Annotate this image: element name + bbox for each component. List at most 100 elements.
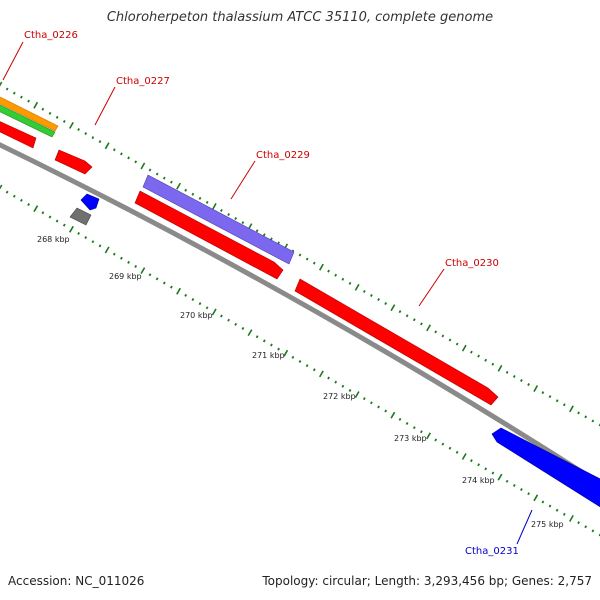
inner-ticks-tick bbox=[140, 267, 146, 275]
outer-ticks-tick bbox=[398, 310, 402, 314]
inner-ticks-tick bbox=[205, 306, 209, 310]
purple-feature[interactable] bbox=[142, 174, 295, 265]
inner-ticks-tick bbox=[27, 203, 30, 207]
outer-ticks-tick bbox=[176, 182, 181, 190]
outer-ticks-tick bbox=[148, 168, 152, 172]
inner-ticks-tick bbox=[533, 494, 539, 502]
inner-ticks-tick bbox=[455, 450, 459, 454]
outer-ticks-tick bbox=[484, 358, 488, 362]
inner-ticks-tick bbox=[541, 500, 545, 504]
outer-ticks-tick bbox=[120, 152, 123, 156]
label-ctha-0227[interactable]: Ctha_0227 bbox=[116, 76, 170, 87]
inner-ticks-tick bbox=[155, 277, 159, 281]
outer-ticks-tick bbox=[591, 419, 595, 423]
inner-ticks-tick bbox=[170, 285, 173, 289]
inner-ticks-tick bbox=[291, 355, 295, 359]
inner-ticks-tick bbox=[390, 411, 396, 419]
inner-ticks-tick bbox=[33, 205, 39, 213]
inner-ticks-tick bbox=[184, 293, 188, 297]
leader-ctha-0226 bbox=[2, 41, 24, 81]
inner-ticks-tick bbox=[91, 240, 95, 244]
outer-ticks-tick bbox=[262, 233, 266, 237]
inner-ticks-tick bbox=[227, 318, 230, 322]
orange-feature[interactable] bbox=[0, 92, 59, 132]
outer-ticks-tick bbox=[520, 378, 523, 382]
small-reverse-gene[interactable] bbox=[80, 193, 100, 211]
outer-ticks-tick bbox=[348, 281, 352, 285]
outer-ticks-tick bbox=[33, 101, 39, 109]
inner-ticks-tick bbox=[377, 405, 380, 409]
inner-ticks-tick bbox=[420, 430, 423, 434]
inner-ticks-tick bbox=[348, 388, 352, 392]
inner-tick-track bbox=[0, 184, 600, 537]
outer-ticks-tick bbox=[205, 200, 209, 204]
outer-ticks-tick bbox=[162, 176, 166, 180]
gene-ctha-0227[interactable] bbox=[54, 149, 93, 175]
outer-ticks-tick bbox=[140, 162, 146, 170]
outer-ticks-tick bbox=[198, 196, 202, 200]
label-ctha-0226[interactable]: Ctha_0226 bbox=[24, 30, 78, 41]
outer-ticks-tick bbox=[384, 302, 388, 306]
inner-ticks-tick bbox=[398, 417, 402, 421]
outer-ticks-tick bbox=[420, 322, 423, 326]
outer-ticks-tick bbox=[555, 399, 559, 403]
inner-ticks-tick bbox=[354, 391, 360, 398]
outer-ticks-tick bbox=[0, 81, 3, 87]
outer-ticks-tick bbox=[12, 91, 16, 95]
outer-ticks-tick bbox=[84, 132, 88, 136]
inner-ticks-tick bbox=[412, 426, 416, 430]
outer-ticks-tick bbox=[390, 304, 396, 312]
inner-ticks-tick bbox=[120, 256, 123, 260]
outer-ticks-tick bbox=[227, 213, 230, 217]
outer-ticks-tick bbox=[48, 111, 52, 115]
outer-ticks-tick bbox=[211, 203, 217, 210]
outer-ticks-tick bbox=[220, 208, 223, 212]
inner-ticks-tick bbox=[48, 215, 52, 219]
inner-ticks-tick bbox=[491, 471, 495, 475]
inner-ticks-tick bbox=[77, 231, 80, 235]
gene-ctha-0229[interactable] bbox=[134, 190, 284, 280]
accession-text: Accession: NC_011026 bbox=[8, 574, 145, 588]
inner-ticks-tick bbox=[283, 349, 289, 357]
inner-ticks-tick bbox=[426, 432, 431, 440]
inner-ticks-tick bbox=[176, 287, 181, 295]
label-ctha-0231[interactable]: Ctha_0231 bbox=[465, 546, 519, 557]
inner-ticks-tick bbox=[247, 329, 253, 337]
outer-ticks-tick bbox=[20, 95, 23, 99]
inner-ticks-tick bbox=[262, 339, 266, 343]
gene-ctha-0231[interactable] bbox=[491, 427, 600, 513]
inner-ticks-tick bbox=[584, 525, 588, 529]
outer-ticks-tick bbox=[298, 253, 302, 257]
inner-ticks-tick bbox=[162, 281, 166, 285]
inner-ticks-tick bbox=[577, 521, 580, 525]
small-gray-feature[interactable] bbox=[69, 207, 92, 226]
leader-ctha-0230 bbox=[418, 268, 445, 307]
inner-ticks-tick bbox=[497, 473, 503, 481]
outer-ticks-tick bbox=[41, 107, 45, 111]
outer-ticks-tick bbox=[312, 261, 316, 265]
inner-ticks-tick bbox=[362, 397, 366, 401]
inner-ticks-tick bbox=[370, 401, 373, 405]
inner-ticks-tick bbox=[220, 314, 223, 318]
inner-ticks-tick bbox=[477, 463, 480, 467]
gene-ctha-0230[interactable] bbox=[294, 278, 499, 406]
green-feature[interactable] bbox=[0, 100, 56, 138]
outer-ticks-tick bbox=[505, 370, 509, 374]
leader-ctha-0229 bbox=[230, 160, 256, 200]
scale-label-274: 274 kbp bbox=[462, 476, 495, 485]
label-ctha-0230[interactable]: Ctha_0230 bbox=[445, 258, 499, 269]
label-ctha-0229[interactable]: Ctha_0229 bbox=[256, 150, 310, 161]
inner-ticks-tick bbox=[562, 512, 566, 516]
inner-ticks-tick bbox=[527, 492, 530, 496]
outer-ticks-tick bbox=[334, 273, 338, 277]
outer-ticks-tick bbox=[191, 192, 195, 196]
inner-ticks-tick bbox=[555, 508, 559, 512]
outer-ticks-tick bbox=[319, 263, 324, 271]
outer-ticks-tick bbox=[241, 221, 245, 225]
inner-ticks-tick bbox=[211, 308, 217, 316]
inner-ticks-tick bbox=[384, 409, 388, 413]
gene-ctha-0226[interactable] bbox=[0, 117, 37, 149]
inner-ticks-tick bbox=[298, 360, 302, 363]
